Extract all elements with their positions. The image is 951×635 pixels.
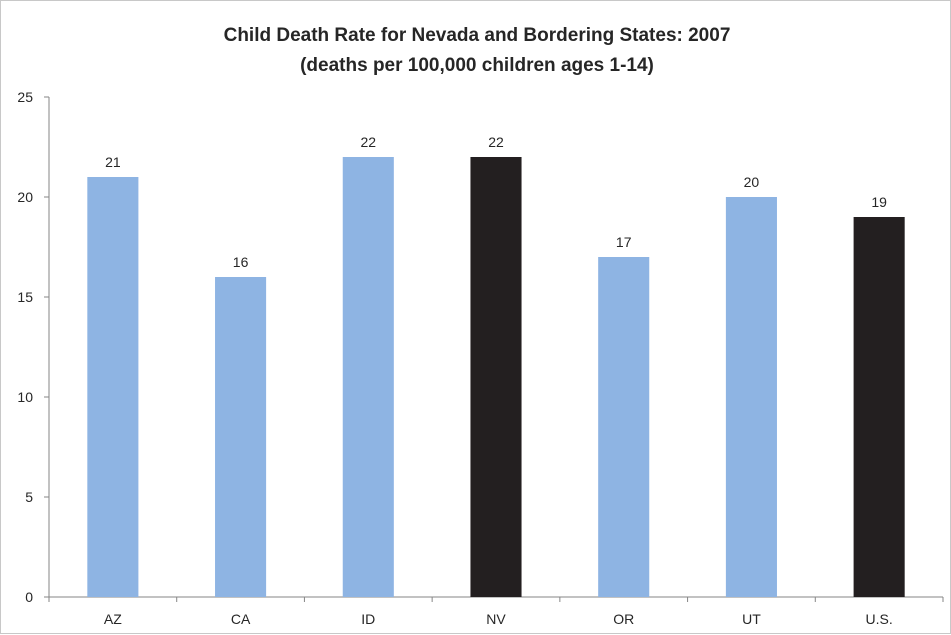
x-tick-label: CA [231,611,251,627]
data-label: 22 [488,134,504,150]
data-label: 22 [360,134,376,150]
x-tick-label: ID [361,611,375,627]
x-tick-label: NV [486,611,506,627]
data-labels: 21 16 22 22 17 20 19 [105,134,887,270]
data-label: 19 [871,194,887,210]
x-tick-label: AZ [104,611,122,627]
bar-nv [470,157,522,597]
data-label: 17 [616,234,632,250]
chart-title: Child Death Rate for Nevada and Borderin… [224,25,731,46]
data-label: 16 [233,254,249,270]
y-tick-label: 0 [25,589,33,605]
data-label: 21 [105,154,121,170]
y-tick-label: 15 [17,289,33,305]
bar-id [342,157,394,597]
y-tick-label: 20 [17,189,33,205]
bar-az [87,177,139,597]
bar-us [853,217,905,597]
y-tick-label: 5 [25,489,33,505]
x-tick-label: OR [613,611,634,627]
bar-or [598,257,650,597]
chart-subtitle: (deaths per 100,000 children ages 1-14) [300,55,654,76]
bar-ca [215,277,267,597]
bar-ut [725,197,777,597]
y-axis: 0 5 10 15 20 25 [17,89,50,605]
x-tick-label: UT [742,611,761,627]
y-tick-label: 25 [17,89,33,105]
data-label: 20 [744,174,760,190]
y-tick-label: 10 [17,389,33,405]
x-axis: AZ CA ID NV OR UT U.S. [48,596,944,627]
x-tick-label: U.S. [866,611,893,627]
bars [87,157,905,597]
